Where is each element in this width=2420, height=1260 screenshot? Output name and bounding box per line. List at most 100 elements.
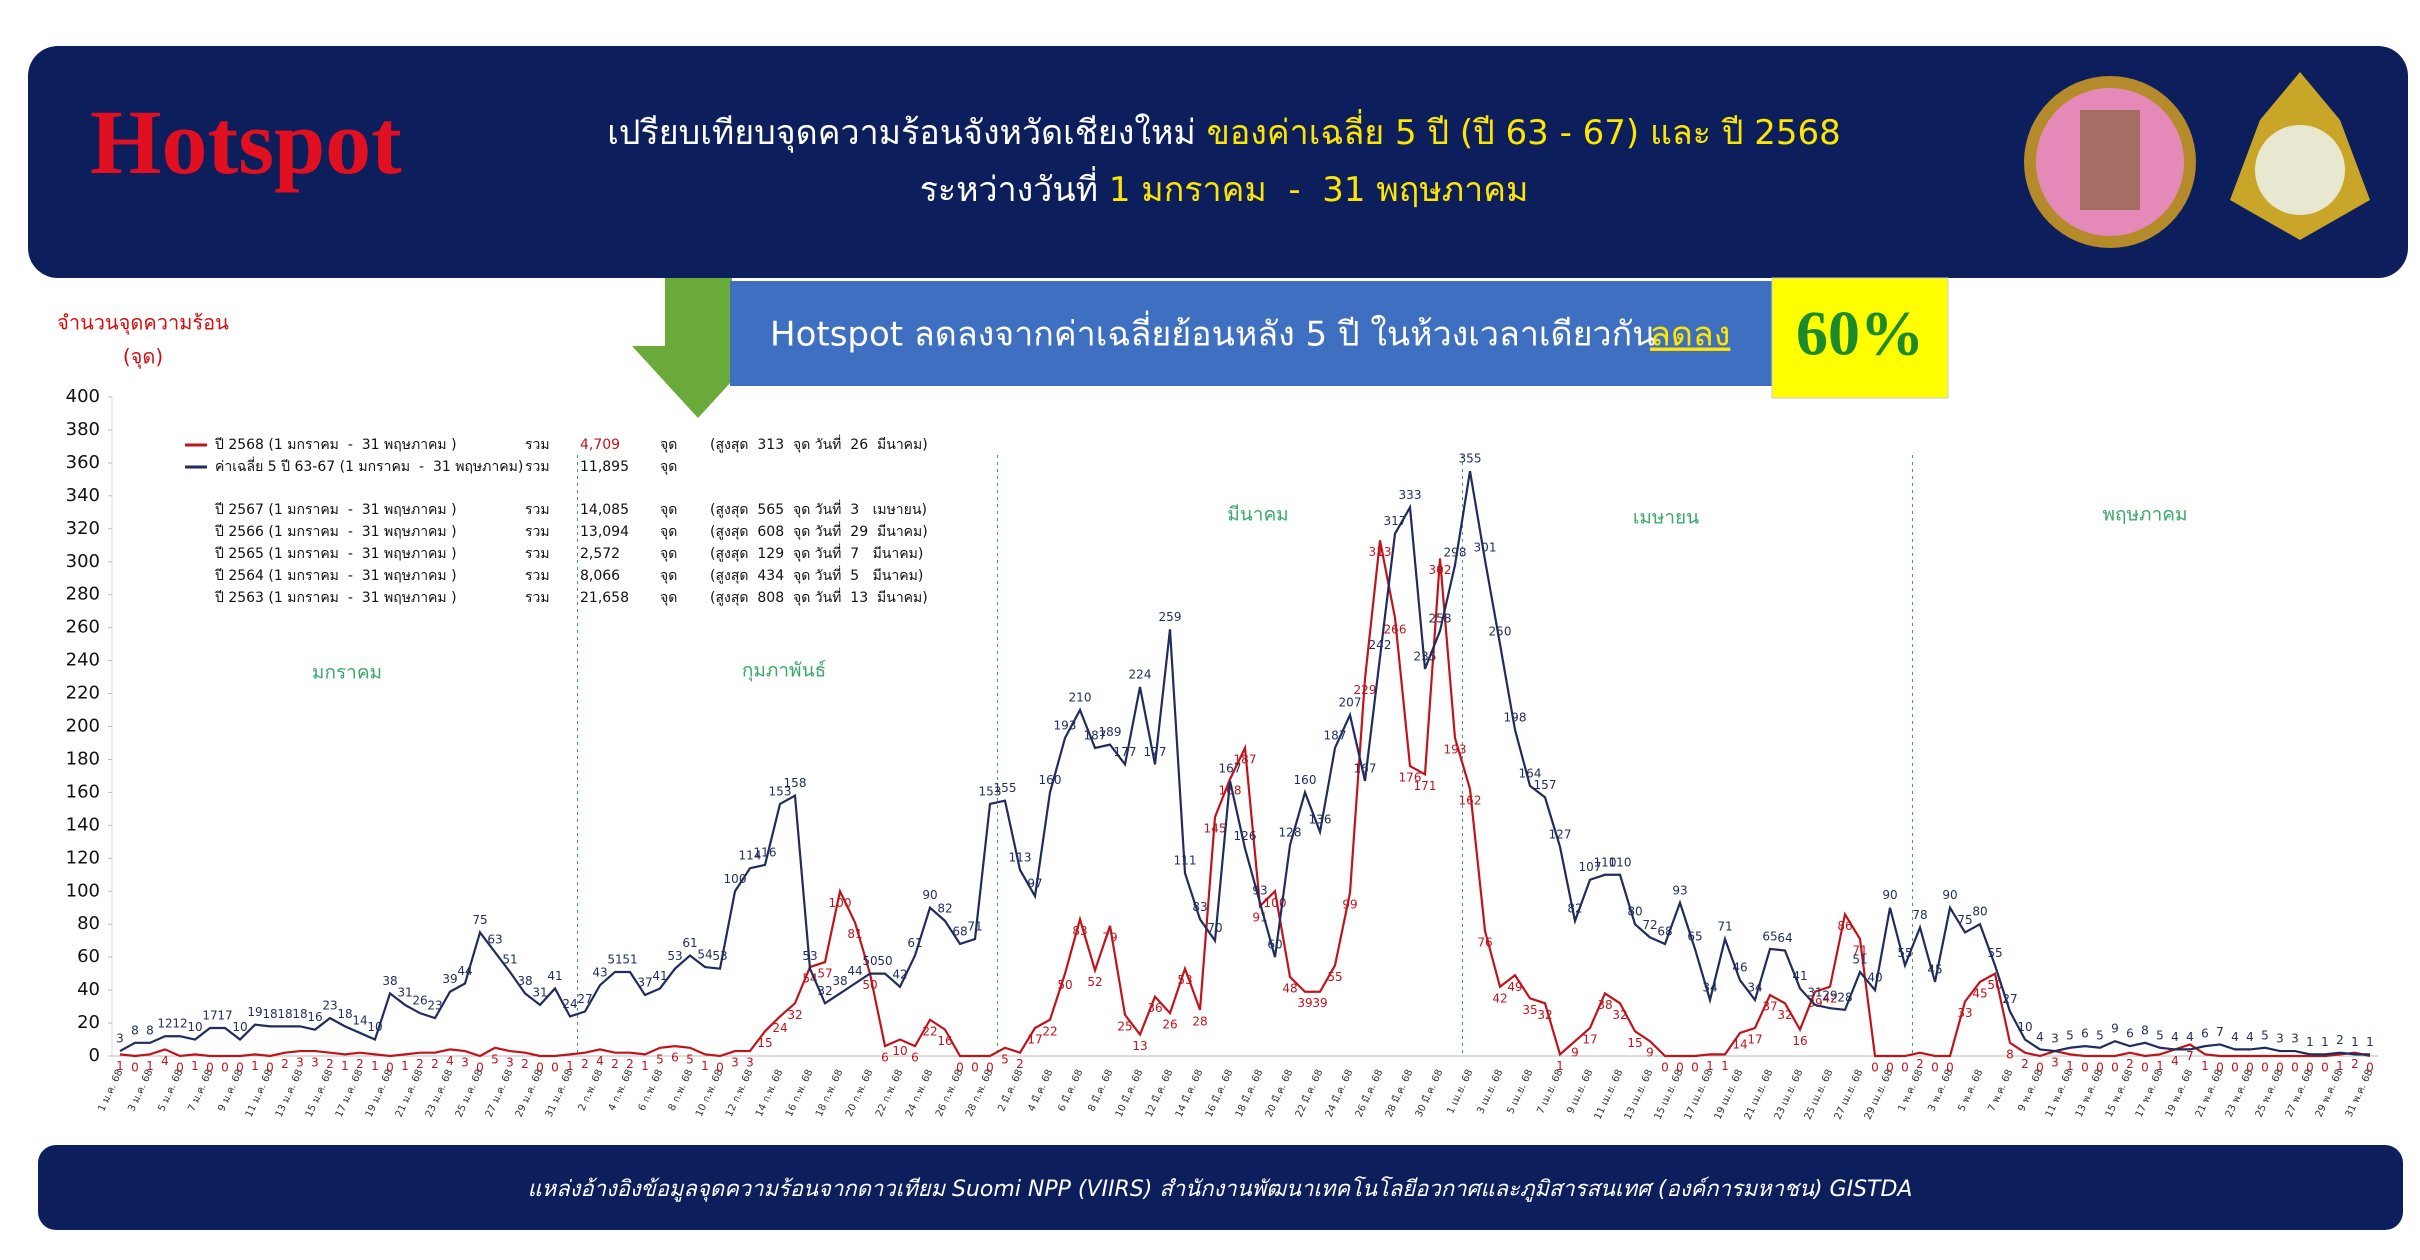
- data-label: 2: [356, 1057, 364, 1071]
- legend-total: 21,658: [580, 590, 629, 606]
- data-label: 0: [1691, 1061, 1699, 1075]
- data-label: 7: [2216, 1025, 2224, 1039]
- data-label: 258: [1429, 611, 1452, 625]
- data-label: 3: [2276, 1032, 2284, 1046]
- data-label: 80: [1972, 905, 1987, 919]
- data-label: 27: [577, 992, 592, 1006]
- data-label: 50: [877, 954, 892, 968]
- y-tick-label: 200: [66, 716, 100, 737]
- y-tick-label: 20: [77, 1012, 100, 1033]
- data-label: 1: [2366, 1035, 2374, 1049]
- data-label: 23: [427, 999, 442, 1013]
- data-label: 53: [802, 949, 817, 963]
- x-tick-label: 1 ม.ค. 68: [96, 1068, 125, 1114]
- data-label: 18: [277, 1007, 292, 1021]
- banner-text: Hotspot ลดลงจากค่าเฉลี่ยย้อนหลัง 5 ปี ใน…: [770, 311, 1655, 355]
- data-label: 55: [1327, 970, 1342, 984]
- data-label: 28: [1192, 1014, 1207, 1028]
- data-label: 1: [401, 1059, 409, 1073]
- legend-sum-word: รวม: [525, 590, 550, 606]
- data-label: 176: [1399, 771, 1422, 785]
- data-label: 171: [1414, 779, 1437, 793]
- data-label: 17: [1582, 1032, 1597, 1046]
- data-label: 51: [502, 952, 517, 966]
- x-tick-label: 19 ม.ค. 68: [364, 1068, 396, 1119]
- x-tick-label: 18 ก.พ. 68: [814, 1068, 845, 1119]
- data-label: 27: [2002, 992, 2017, 1006]
- data-label: 0: [1661, 1061, 1669, 1075]
- data-label: 2: [581, 1057, 589, 1071]
- data-label: 32: [1612, 1008, 1627, 1022]
- data-label: 28: [1837, 990, 1852, 1004]
- data-label: 6: [2201, 1027, 2209, 1041]
- x-tick-label: 6 ก.พ. 68: [637, 1068, 666, 1113]
- data-label: 10: [2017, 1020, 2032, 1034]
- data-label: 100: [829, 896, 852, 910]
- percent-text: 60%: [1796, 298, 1924, 369]
- data-label: 355: [1459, 452, 1482, 466]
- data-label: 0: [2141, 1061, 2149, 1075]
- data-label: 100: [724, 872, 747, 886]
- x-tick-label: 15 ม.ค. 68: [304, 1068, 336, 1119]
- x-tick-label: 1 พ.ค. 68: [1896, 1068, 1925, 1114]
- data-label: 5: [2096, 1028, 2104, 1042]
- data-label: 24: [772, 1021, 787, 1035]
- x-tick-label: 17 ม.ค. 68: [334, 1068, 366, 1119]
- data-label: 6: [911, 1051, 919, 1065]
- x-tick-label: 14 ก.พ. 68: [754, 1068, 785, 1119]
- data-label: 127: [1549, 827, 1572, 841]
- legend-name: ปี 2563 (1 มกราคม - 31 พฤษภาคม ): [215, 590, 457, 606]
- legend-unit-word: จุด: [660, 568, 677, 584]
- data-label: 1: [1556, 1059, 1564, 1073]
- x-tick-label: 10 ก.พ. 68: [694, 1068, 725, 1119]
- data-label: 4: [2036, 1030, 2044, 1044]
- data-label: 3: [506, 1056, 514, 1070]
- legend-unit-word: จุด: [660, 459, 677, 475]
- data-label: 9: [1646, 1046, 1654, 1060]
- legend-sum-word: รวม: [525, 524, 550, 540]
- data-label: 162: [1459, 794, 1482, 808]
- data-label: 4: [2171, 1030, 2179, 1044]
- legend-total: 13,094: [580, 524, 629, 540]
- data-label: 64: [1777, 931, 1792, 945]
- data-label: 2: [2351, 1057, 2359, 1071]
- data-label: 187: [1324, 728, 1347, 742]
- data-label: 51: [1852, 952, 1867, 966]
- month-label: เมษายน: [1633, 507, 1699, 529]
- x-tick-label: 20 มี.ค. 68: [1263, 1067, 1296, 1119]
- legend-peak: (สูงสุด 434 จุด วันที่ 5 มีนาคม): [710, 566, 923, 584]
- legend-name: ปี 2564 (1 มกราคม - 31 พฤษภาคม ): [215, 568, 457, 584]
- data-label: 41: [547, 969, 562, 983]
- data-label: 155: [994, 781, 1017, 795]
- x-tick-label: 2 มี.ค. 68: [996, 1067, 1026, 1113]
- logo-left: [2024, 76, 2196, 248]
- data-label: 5: [2156, 1028, 2164, 1042]
- data-label: 224: [1129, 667, 1152, 681]
- data-label: 19: [247, 1005, 262, 1019]
- data-label: 2: [431, 1057, 439, 1071]
- data-label: 53: [712, 949, 727, 963]
- y-tick-label: 400: [66, 386, 100, 407]
- data-label: 57: [817, 967, 832, 981]
- data-label: 6: [881, 1051, 889, 1065]
- x-tick-label: 25 เม.ย. 68: [1803, 1068, 1836, 1122]
- x-tick-label: 21 ม.ค. 68: [394, 1068, 426, 1119]
- data-label: 15: [757, 1036, 772, 1050]
- x-tick-label: 25 พ.ค. 68: [2254, 1068, 2286, 1119]
- data-label: 1: [641, 1059, 649, 1073]
- data-label: 32: [787, 1008, 802, 1022]
- data-label: 167: [1219, 761, 1242, 775]
- x-tick-label: 24 ก.พ. 68: [904, 1068, 935, 1119]
- data-label: 2: [416, 1057, 424, 1071]
- x-tick-label: 15 พ.ค. 68: [2104, 1068, 2136, 1119]
- y-tick-label: 40: [77, 979, 100, 1000]
- data-label: 50: [862, 954, 877, 968]
- data-label: 4: [2186, 1030, 2194, 1044]
- data-label: 32: [817, 984, 832, 998]
- x-tick-label: 10 มี.ค. 68: [1113, 1067, 1146, 1119]
- footer-source: แหล่งอ้างอิงข้อมูลจุดความร้อนจากดาวเทียม…: [527, 1176, 1912, 1202]
- data-label: 2: [2336, 1033, 2344, 1047]
- data-label: 26: [1162, 1018, 1177, 1032]
- x-tick-label: 11 เม.ย. 68: [1593, 1068, 1626, 1122]
- data-label: 12: [157, 1017, 172, 1031]
